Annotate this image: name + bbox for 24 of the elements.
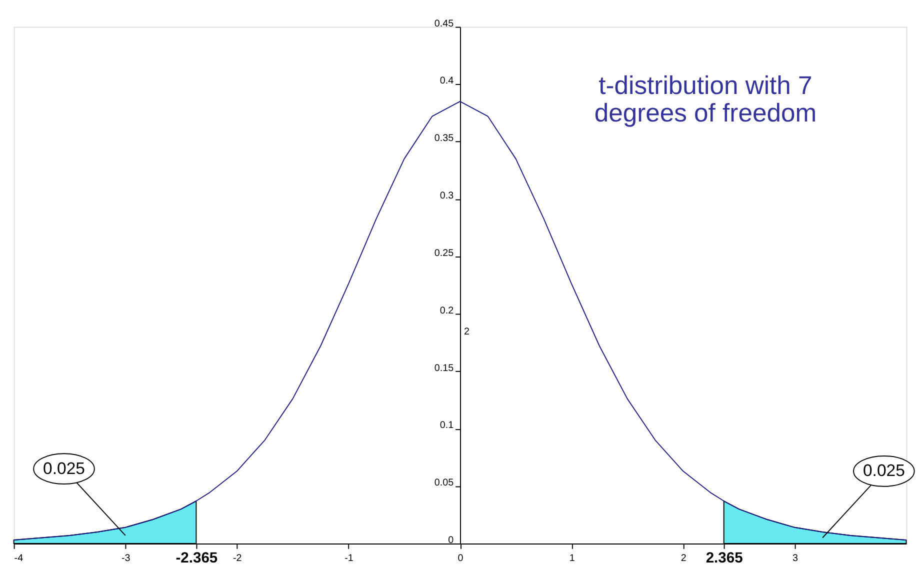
y-tick-label: 0 xyxy=(448,535,454,546)
x-tick-label: 0 xyxy=(458,552,464,564)
y-tick-label: 0.2 xyxy=(440,305,454,316)
y-tick-label: 0.35 xyxy=(434,133,454,144)
text: t-distribution with 7 degrees of freedom xyxy=(594,72,817,128)
y-tick-label: 0.1 xyxy=(440,420,454,432)
x-tick-label: 2 xyxy=(680,552,686,564)
x-tick-label: 2.365 xyxy=(706,550,743,565)
x-tick-label: 1 xyxy=(569,552,575,564)
x-tick-label: -4 xyxy=(14,552,24,564)
annotation: 2 xyxy=(464,326,470,338)
y-tick-label: 0.05 xyxy=(434,478,454,489)
y-tick-label: 0.4 xyxy=(440,76,454,87)
x-tick-label: 3 xyxy=(792,552,798,564)
x-tick-label: -2 xyxy=(233,552,242,564)
x-tick-label: -3 xyxy=(121,552,131,564)
y-tick-label: 0.15 xyxy=(434,362,454,374)
annotation: 0.025 xyxy=(862,461,905,480)
annotation: 0.025 xyxy=(43,458,85,478)
y-tick-label: 0.45 xyxy=(434,18,454,30)
y-tick-label: 0.3 xyxy=(440,190,454,202)
x-tick-label: -2.365 xyxy=(176,550,218,565)
x-tick-label: -1 xyxy=(344,552,354,564)
y-tick-label: 0.25 xyxy=(434,248,454,259)
